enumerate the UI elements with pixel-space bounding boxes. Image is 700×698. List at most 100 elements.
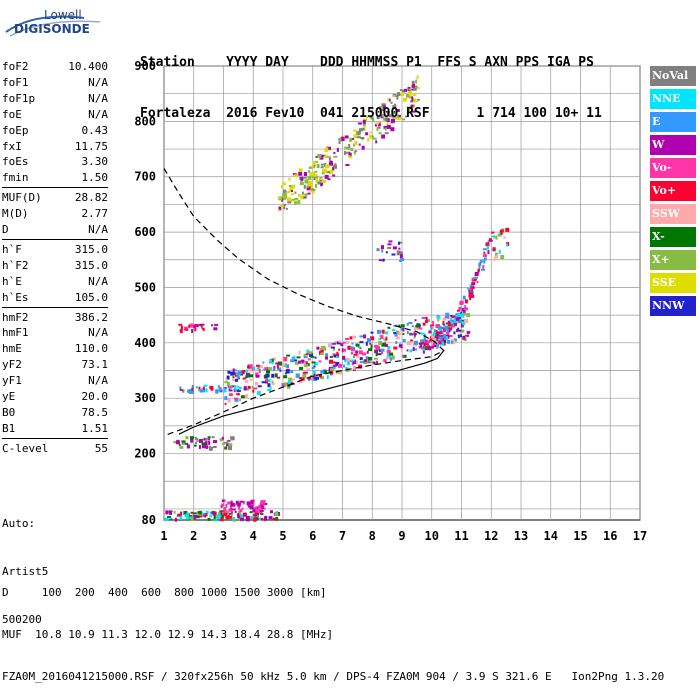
echo-mark [457,327,460,330]
echo-mark [313,362,318,366]
echo-cluster [178,323,219,333]
echo-mark [471,278,474,281]
echo-mark [225,516,230,520]
echo-mark [234,378,238,382]
echo-mark [239,509,243,513]
echo-mark [278,206,282,211]
param-row: MUF(D) 28.82 [2,189,108,206]
echo-mark [409,94,412,98]
param-row: hmF2 386.2 [2,309,108,326]
echo-mark [448,327,453,331]
echo-mark [202,386,205,390]
echo-mark [194,327,197,332]
echo-mark [291,193,295,196]
echo-mark [432,343,435,347]
polarization-legend: NoVal NNE E W Vo- Vo+ SSW X- X+ SSE NNW [650,66,696,319]
echo-mark [202,327,205,331]
echo-mark [316,163,320,168]
echo-mark [473,276,478,279]
param-row: yE 20.0 [2,388,108,405]
echo-mark [336,147,339,152]
echo-mark [476,281,479,284]
echo-mark [385,336,388,341]
echo-mark [234,397,239,402]
echo-mark [387,243,392,246]
y-tick-label: 700 [134,170,156,184]
echo-mark [232,376,235,379]
echo-mark [184,513,189,517]
echo-mark [262,501,265,504]
echo-mark [300,361,303,364]
echo-mark [228,387,231,390]
echo-mark [288,190,292,193]
echo-mark [225,504,228,508]
echo-mark [328,368,331,373]
echo-mark [349,346,354,349]
param-key: h`E [2,274,22,288]
echo-mark [357,131,360,136]
echo-mark [329,359,334,364]
footer-distance-row: D 100 200 400 600 800 1000 1500 3000 [km… [2,586,327,599]
echo-mark [288,177,291,181]
echo-mark [274,373,278,378]
echo-mark [436,337,439,342]
echo-mark [442,320,445,325]
echo-mark [275,510,278,515]
echo-mark [450,325,455,328]
echo-mark [327,343,332,348]
echo-mark [330,346,335,349]
echo-mark [332,361,336,364]
echo-mark [320,376,325,380]
echo-mark [320,166,324,169]
echo-mark [235,372,239,376]
param-value: 1.51 [81,421,109,435]
echo-mark [359,361,364,364]
echo-mark [374,349,379,353]
echo-mark [503,236,507,239]
echo-mark [447,339,451,344]
param-value: 55 [94,441,108,455]
grid [163,65,641,521]
echo-mark [213,515,216,520]
echo-mark [292,184,296,189]
echo-mark [459,300,464,305]
echo-mark [481,258,484,263]
echo-mark [386,122,389,126]
echo-mark [219,439,223,442]
echo-mark [456,317,460,321]
echo-mark [381,114,385,118]
echo-mark [479,260,483,263]
echo-mark [209,515,213,518]
echo-mark [369,360,373,363]
echo-mark [428,330,432,334]
echo-mark [260,502,265,505]
echo-mark [227,501,232,505]
echo-mark [327,147,331,151]
echo-mark [227,398,231,403]
echo-mark [253,517,257,522]
echo-mark [232,368,235,373]
echo-mark [317,181,322,185]
echo-mark [314,376,319,380]
echo-mark [191,387,194,391]
echo-mark [354,150,357,153]
echo-mark [258,369,261,374]
echo-mark [505,227,510,232]
echo-mark [204,441,208,446]
header-line1: Station YYYY DAY DDD HHMMSS P1 FFS S AXN… [140,55,594,70]
echo-mark [344,146,349,150]
echo-mark [355,343,360,347]
echo-mark [345,341,349,345]
echo-mark [333,364,337,367]
echo-mark [342,355,346,360]
echo-mark [313,174,318,179]
echo-mark [416,75,419,80]
echo-mark [350,351,353,355]
echo-mark [193,514,198,518]
echo-mark [217,512,222,517]
echo-mark [371,363,374,366]
echo-mark [358,143,361,146]
x-tick-label: 8 [369,529,376,543]
echo-mark [198,389,202,392]
echo-mark [395,116,398,119]
